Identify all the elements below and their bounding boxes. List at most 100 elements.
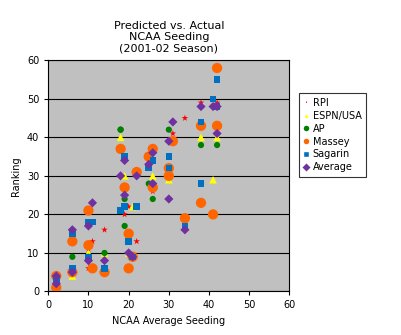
Point xyxy=(149,181,156,186)
Point xyxy=(125,266,132,271)
Point xyxy=(117,146,124,151)
Point xyxy=(85,250,91,256)
Point xyxy=(165,165,172,171)
Point xyxy=(197,119,204,125)
Point xyxy=(149,158,156,163)
Point xyxy=(117,127,124,132)
Point xyxy=(129,254,136,259)
Point xyxy=(149,150,156,155)
Point xyxy=(213,135,220,140)
Point xyxy=(165,139,172,144)
Point xyxy=(85,223,91,229)
Point xyxy=(69,231,75,237)
Point xyxy=(197,142,204,148)
Point xyxy=(101,227,107,232)
Point xyxy=(89,200,95,205)
Point xyxy=(121,154,128,159)
Point xyxy=(89,239,95,244)
Point xyxy=(101,266,107,271)
Point xyxy=(117,173,124,179)
Point xyxy=(209,96,216,102)
Point xyxy=(85,266,91,271)
Point xyxy=(149,196,156,202)
Point xyxy=(89,219,95,225)
Point xyxy=(53,277,59,283)
Point xyxy=(125,239,132,244)
Point xyxy=(197,135,204,140)
Point xyxy=(117,208,124,213)
Point xyxy=(125,231,132,237)
Point xyxy=(197,123,204,129)
X-axis label: NCAA Average Seeding: NCAA Average Seeding xyxy=(112,316,225,326)
Point xyxy=(89,266,95,271)
Point xyxy=(101,250,107,256)
Point xyxy=(145,181,152,186)
Point xyxy=(133,173,140,179)
Point xyxy=(85,243,91,248)
Title: Predicted vs. Actual
NCAA Seeding
(2001-02 Season): Predicted vs. Actual NCAA Seeding (2001-… xyxy=(113,21,223,54)
Point xyxy=(69,269,75,275)
Point xyxy=(129,204,136,209)
Point xyxy=(165,165,172,171)
Y-axis label: Ranking: Ranking xyxy=(11,156,21,196)
Point xyxy=(181,227,188,232)
Point xyxy=(165,154,172,159)
Point xyxy=(145,154,152,159)
Point xyxy=(181,223,188,229)
Point xyxy=(53,273,59,279)
Point xyxy=(197,181,204,186)
Point xyxy=(69,227,75,232)
Point xyxy=(53,277,59,283)
Point xyxy=(169,139,176,144)
Point xyxy=(69,269,75,275)
Point xyxy=(53,273,59,279)
Point xyxy=(53,285,59,290)
Point xyxy=(85,254,91,259)
Point xyxy=(181,115,188,121)
Point xyxy=(53,281,59,286)
Point xyxy=(209,212,216,217)
Point xyxy=(197,181,204,186)
Point xyxy=(121,204,128,209)
Point xyxy=(213,123,220,129)
Point xyxy=(209,104,216,109)
Point xyxy=(69,273,75,279)
Point xyxy=(209,177,216,182)
Point xyxy=(213,100,220,105)
Point xyxy=(121,192,128,198)
Point xyxy=(85,247,91,252)
Point xyxy=(125,250,132,256)
Point xyxy=(121,223,128,229)
Point xyxy=(121,196,128,202)
Point xyxy=(145,165,152,171)
Point xyxy=(125,250,132,256)
Point xyxy=(129,254,136,259)
Point xyxy=(213,65,220,71)
Point xyxy=(69,266,75,271)
Point xyxy=(53,281,59,286)
Point xyxy=(69,269,75,275)
Point xyxy=(121,173,128,179)
Point xyxy=(121,185,128,190)
Point xyxy=(149,146,156,151)
Point xyxy=(169,119,176,125)
Point xyxy=(85,208,91,213)
Point xyxy=(117,127,124,132)
Point xyxy=(145,161,152,167)
Point xyxy=(129,254,136,259)
Point xyxy=(121,158,128,163)
Point xyxy=(133,204,140,209)
Point xyxy=(181,216,188,221)
Point xyxy=(165,196,172,202)
Point xyxy=(149,189,156,194)
Point xyxy=(117,135,124,140)
Point xyxy=(213,77,220,82)
Point xyxy=(69,227,75,232)
Point xyxy=(53,277,59,283)
Point xyxy=(69,239,75,244)
Point xyxy=(125,204,132,209)
Point xyxy=(69,254,75,259)
Point xyxy=(197,104,204,109)
Point xyxy=(165,173,172,179)
Point xyxy=(213,142,220,148)
